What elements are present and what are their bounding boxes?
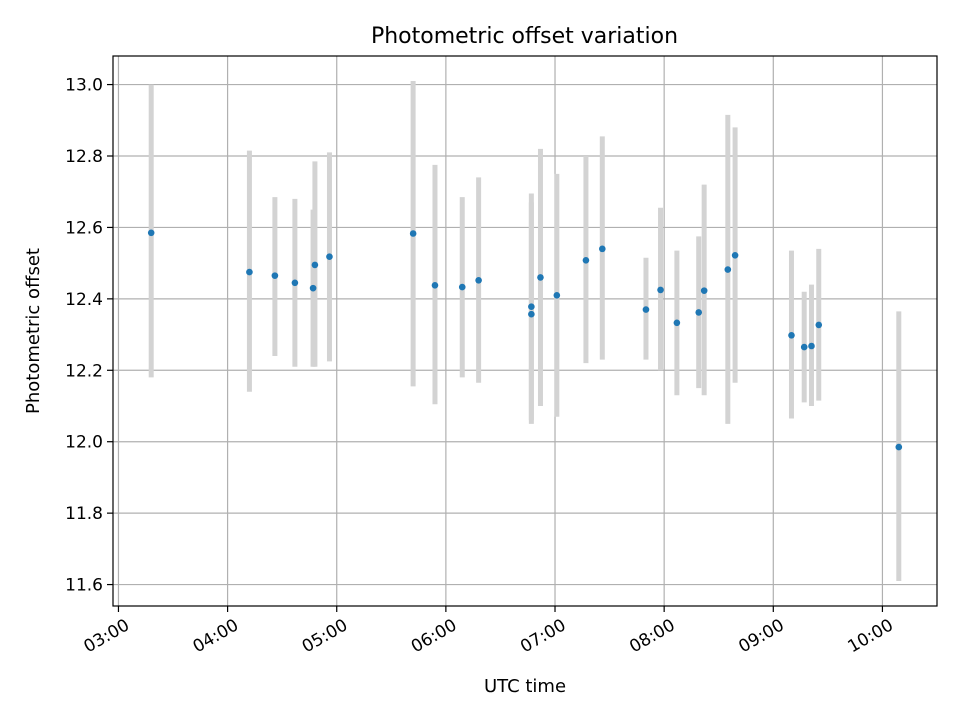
data-point xyxy=(808,342,815,350)
data-point xyxy=(695,309,703,316)
y-tick-label: 12.2 xyxy=(65,361,103,381)
data-point xyxy=(657,286,664,294)
data-point xyxy=(800,343,808,351)
y-tick-label: 12.6 xyxy=(65,218,103,238)
data-point xyxy=(326,253,333,261)
y-tick-label: 12.0 xyxy=(65,433,103,453)
data-point xyxy=(458,283,466,291)
y-axis-label: Photometric offset xyxy=(23,248,44,414)
x-axis-ticks: 03:00 04:00 05:00 06:00 07:00 08:00 09:00 10:00 xyxy=(81,606,897,657)
chart-title: Photometric offset variation xyxy=(371,24,678,49)
data-point xyxy=(537,274,544,281)
y-tick-label: 11.6 xyxy=(65,576,103,596)
x-axis-label: UTC time xyxy=(484,676,566,697)
data-point xyxy=(475,276,482,284)
data-point xyxy=(271,272,279,279)
data-point xyxy=(309,284,317,292)
data-point xyxy=(731,251,739,259)
data-point xyxy=(788,331,795,339)
data-point xyxy=(553,291,561,299)
data-point xyxy=(431,281,439,289)
data-point xyxy=(642,306,650,313)
x-tick-label: 07:00 xyxy=(517,615,569,657)
data-point xyxy=(528,303,535,311)
data-point xyxy=(895,443,903,451)
x-tick-label: 09:00 xyxy=(735,615,787,657)
x-tick-label: 03:00 xyxy=(81,615,133,657)
data-point xyxy=(700,287,708,294)
y-tick-label: 13.0 xyxy=(65,76,103,96)
data-points xyxy=(147,229,903,451)
data-point xyxy=(528,310,535,318)
data-point xyxy=(815,321,823,329)
y-tick-label: 12.4 xyxy=(65,290,103,310)
x-tick-label: 05:00 xyxy=(299,615,351,657)
data-point xyxy=(409,230,417,237)
data-point xyxy=(582,256,590,264)
data-point xyxy=(147,229,155,237)
y-tick-label: 12.8 xyxy=(65,147,103,167)
data-point xyxy=(724,266,732,273)
data-point xyxy=(311,261,319,269)
y-tick-label: 11.8 xyxy=(65,504,103,524)
data-point xyxy=(673,319,681,327)
data-point xyxy=(246,268,253,276)
data-point xyxy=(599,245,606,253)
x-tick-label: 08:00 xyxy=(626,615,678,657)
plot-area-frame xyxy=(112,55,938,607)
x-tick-label: 06:00 xyxy=(408,615,460,657)
y-axis-ticks: 11.6 11.8 12.0 12.2 12.4 12.6 12.8 13.0 xyxy=(65,76,113,596)
x-tick-label: 10:00 xyxy=(844,615,896,657)
x-tick-label: 04:00 xyxy=(190,615,242,657)
data-point xyxy=(291,279,299,287)
